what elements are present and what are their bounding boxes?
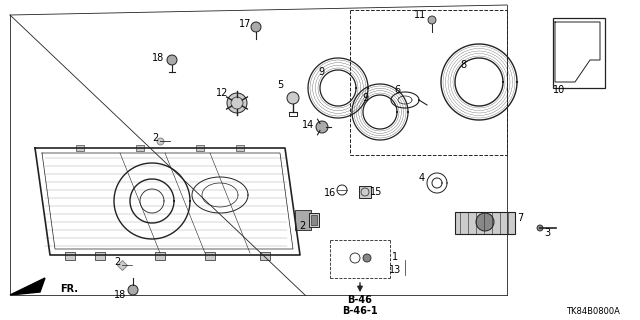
- Text: 1: 1: [392, 252, 398, 262]
- Text: 10: 10: [553, 85, 565, 95]
- Bar: [76, 145, 84, 151]
- Circle shape: [167, 55, 177, 65]
- Text: 13: 13: [389, 265, 401, 275]
- Circle shape: [287, 92, 299, 104]
- Bar: [236, 145, 244, 151]
- Text: B-46: B-46: [348, 295, 372, 305]
- Text: 15: 15: [370, 187, 382, 197]
- Text: 8: 8: [460, 60, 466, 70]
- Text: B-46-1: B-46-1: [342, 306, 378, 316]
- Text: 16: 16: [324, 188, 336, 198]
- Circle shape: [227, 93, 247, 113]
- Bar: [95, 252, 105, 260]
- Text: 14: 14: [302, 120, 314, 130]
- Text: 18: 18: [114, 290, 126, 300]
- Bar: [553, 18, 605, 88]
- Text: 17: 17: [239, 19, 251, 29]
- Polygon shape: [10, 278, 45, 295]
- Bar: [455, 212, 515, 234]
- Bar: [65, 252, 75, 260]
- Circle shape: [363, 254, 371, 262]
- Circle shape: [128, 285, 138, 295]
- Text: 4: 4: [419, 173, 425, 183]
- Bar: [155, 252, 165, 260]
- Text: 3: 3: [544, 228, 550, 238]
- Text: 2: 2: [299, 221, 305, 231]
- Text: 6: 6: [394, 85, 400, 95]
- Bar: [295, 210, 311, 230]
- Circle shape: [251, 22, 261, 32]
- Bar: [311, 215, 317, 225]
- Text: 2: 2: [152, 133, 158, 143]
- Text: 2: 2: [114, 257, 120, 267]
- Text: FR.: FR.: [60, 284, 78, 294]
- Text: 11: 11: [414, 10, 426, 20]
- Text: TK84B0800A: TK84B0800A: [566, 308, 620, 316]
- Bar: [196, 145, 204, 151]
- Bar: [136, 145, 144, 151]
- Bar: [260, 252, 270, 260]
- Text: 18: 18: [152, 53, 164, 63]
- Bar: [309, 213, 319, 227]
- Circle shape: [316, 121, 328, 133]
- Text: 7: 7: [517, 213, 523, 223]
- Text: 5: 5: [277, 80, 283, 90]
- Circle shape: [428, 16, 436, 24]
- Text: 9: 9: [318, 67, 324, 77]
- Circle shape: [537, 225, 543, 231]
- Circle shape: [476, 213, 494, 231]
- Text: 12: 12: [216, 88, 228, 98]
- Bar: [205, 252, 215, 260]
- Text: 9: 9: [362, 93, 368, 103]
- Bar: [359, 186, 371, 198]
